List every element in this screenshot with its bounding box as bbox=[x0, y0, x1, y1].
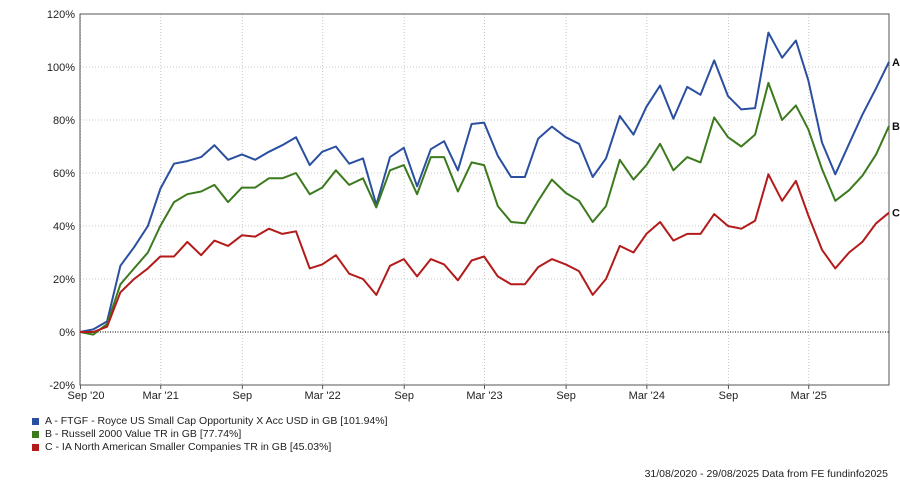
series-end-label-c: C bbox=[892, 208, 900, 220]
legend-label-c: C - IA North American Smaller Companies … bbox=[45, 441, 332, 453]
legend-label-a: A - FTGF - Royce US Small Cap Opportunit… bbox=[45, 415, 388, 427]
x-tick-label: Sep bbox=[233, 390, 253, 402]
y-tick-label: 80% bbox=[53, 115, 75, 127]
x-tick-label: Mar '21 bbox=[143, 390, 179, 402]
legend-swatch-a bbox=[32, 418, 39, 425]
series-lines bbox=[79, 31, 890, 336]
series-line-b bbox=[79, 81, 890, 336]
legend-item-a: A - FTGF - Royce US Small Cap Opportunit… bbox=[32, 415, 388, 428]
legend-item-c: C - IA North American Smaller Companies … bbox=[32, 441, 388, 454]
y-tick-label: 0% bbox=[59, 327, 75, 339]
x-tick-label: Sep '20 bbox=[68, 390, 105, 402]
footer-source-text: 31/08/2020 - 29/08/2025 Data from FE fun… bbox=[644, 468, 888, 480]
series-end-labels: A B C bbox=[892, 57, 900, 220]
y-tick-label: 20% bbox=[53, 274, 75, 286]
x-tick-label: Mar '25 bbox=[791, 390, 827, 402]
y-tick-label: 40% bbox=[53, 221, 75, 233]
x-tick-label: Mar '24 bbox=[629, 390, 665, 402]
gridlines bbox=[79, 14, 889, 385]
y-tick-label: 60% bbox=[53, 168, 75, 180]
legend-swatch-c bbox=[32, 444, 39, 451]
legend-label-b: B - Russell 2000 Value TR in GB [77.74%] bbox=[45, 428, 242, 440]
y-tick-label: 120% bbox=[47, 9, 75, 21]
legend: A - FTGF - Royce US Small Cap Opportunit… bbox=[32, 415, 388, 454]
x-tick-label: Mar '22 bbox=[304, 390, 340, 402]
legend-item-b: B - Russell 2000 Value TR in GB [77.74%] bbox=[32, 428, 388, 441]
x-tick-label: Mar '23 bbox=[466, 390, 502, 402]
line-chart: -20% 0% 20% 40% 60% 80% 100% 120% Sep '20 Mar '21… bbox=[47, 9, 900, 402]
x-tick-label: Sep bbox=[394, 390, 414, 402]
series-end-label-b: B bbox=[892, 121, 900, 133]
x-tick-label: Sep bbox=[556, 390, 576, 402]
axes: -20% 0% 20% 40% 60% 80% 100% 120% Sep '20 Mar '21… bbox=[47, 9, 890, 402]
series-line-c bbox=[80, 173, 890, 333]
series-end-label-a: A bbox=[892, 57, 900, 69]
legend-swatch-b bbox=[32, 431, 39, 438]
series-line-a bbox=[79, 31, 890, 333]
y-tick-label: -20% bbox=[49, 380, 75, 392]
plot-frame bbox=[79, 13, 890, 386]
x-tick-label: Sep bbox=[719, 390, 739, 402]
y-tick-label: 100% bbox=[47, 62, 75, 74]
